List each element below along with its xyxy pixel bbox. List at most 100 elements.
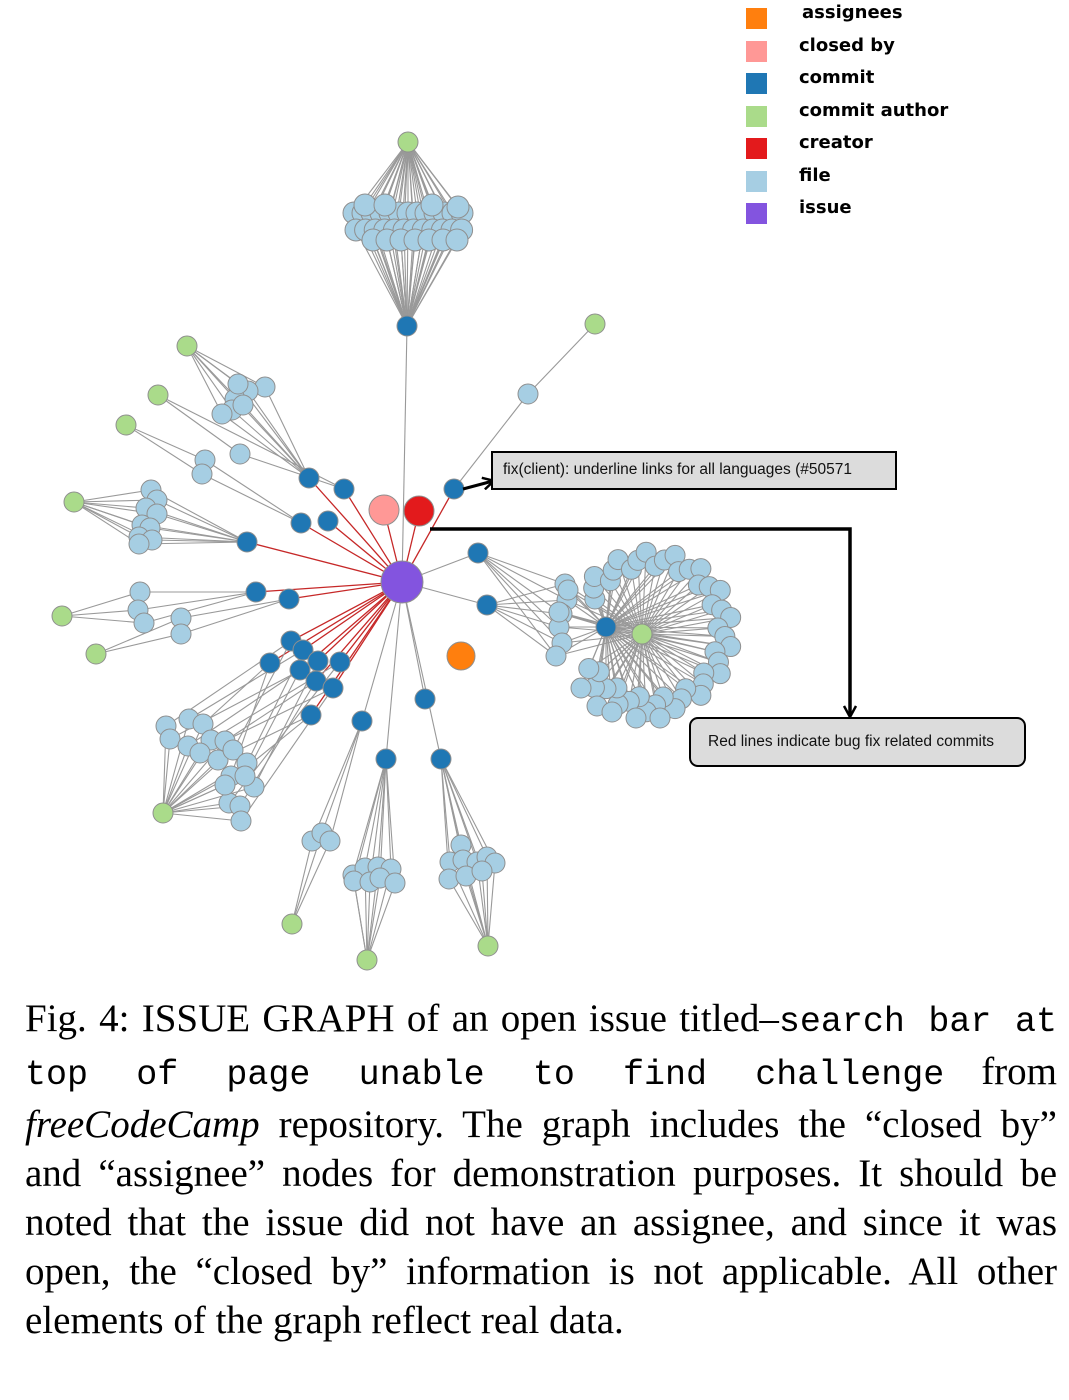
legend-swatch [746, 73, 767, 94]
graph-edge [641, 633, 719, 663]
commit-node [278, 588, 300, 610]
author-node [281, 913, 303, 935]
graph-edge [95, 633, 182, 655]
graph-edge [406, 239, 430, 327]
graph-edge [440, 758, 488, 858]
graph-edge [561, 633, 643, 644]
graph-edge [61, 615, 145, 624]
author-node [152, 802, 174, 824]
graph-edge [73, 501, 147, 509]
graph-edge [95, 617, 182, 655]
caption-sc-graph-rest: RAPH [290, 997, 395, 1040]
author-node [477, 935, 499, 957]
graph-edge [156, 513, 248, 543]
commit-node [245, 581, 267, 603]
graph-edge [204, 459, 302, 524]
file-node [545, 645, 567, 667]
commit-node [259, 652, 281, 674]
file-node [211, 403, 233, 425]
graph-edge [242, 404, 310, 479]
graph-edge [364, 758, 387, 869]
author-node [115, 414, 137, 436]
author-node [63, 491, 85, 513]
legend-label: assignees [802, 2, 903, 23]
bugfix-edge [255, 581, 403, 593]
graph-edge [186, 345, 266, 388]
graph-edge [224, 680, 317, 742]
legend-swatch [746, 105, 767, 127]
graph-edge [231, 409, 310, 479]
caption-prefix: Fig. 4: [25, 997, 142, 1040]
legend-swatch [746, 170, 767, 192]
graph-edge [291, 840, 331, 925]
author-node [51, 605, 73, 627]
commit-callout-arrow [462, 481, 493, 491]
graph-edge [401, 325, 408, 583]
graph-edge [162, 738, 171, 814]
legend-label: creator [799, 132, 873, 153]
graph-edge [641, 633, 664, 698]
graph-edge [385, 581, 403, 760]
commit-node [307, 650, 329, 672]
issue-graph [51, 131, 1069, 971]
commit-node [467, 542, 489, 564]
file-node [222, 739, 244, 761]
graph-edge [400, 239, 408, 327]
graph-edge [453, 393, 529, 490]
file-node [129, 581, 151, 603]
graph-edge [477, 552, 566, 585]
figure-caption: Fig. 4: ISSUE GRAPH of an open issue tit… [25, 994, 1057, 1345]
graph-edge [125, 424, 203, 475]
graph-edge [605, 626, 716, 653]
graph-edge [641, 633, 682, 700]
graph-edge [605, 626, 640, 697]
legend-swatch [746, 40, 767, 62]
graph-edge [486, 583, 566, 606]
graph-edge [201, 473, 302, 524]
caption-middle: of an open issue titled– [394, 997, 779, 1040]
graph-edge [61, 609, 139, 617]
graph-edge [329, 720, 363, 842]
graph-edge [440, 758, 496, 864]
graph-edge [73, 489, 152, 503]
graph-edge [486, 599, 568, 606]
graph-edge [366, 881, 371, 961]
file-node [420, 193, 444, 217]
graph-edge [641, 633, 704, 685]
file-node [353, 193, 377, 217]
file-node [189, 742, 211, 764]
file-node [517, 383, 539, 405]
file-node [229, 443, 251, 465]
graph-edge [202, 662, 271, 725]
graph-edge [162, 718, 190, 814]
caption-repo: freeCodeCamp [25, 1103, 260, 1146]
graph-edge [247, 390, 310, 479]
commit-message-callout: fix(client): underline links for all lan… [491, 451, 897, 490]
graph-edge [401, 581, 442, 760]
graph-edge [641, 633, 705, 674]
legend-label: issue [799, 197, 852, 218]
graph-edge [477, 552, 557, 657]
legend-swatch [746, 203, 767, 224]
graph-edge [641, 633, 687, 690]
commit-node [317, 510, 339, 532]
file-node [227, 373, 249, 395]
graph-edge [239, 453, 345, 490]
graph-edge [641, 604, 713, 635]
graph-edge [477, 552, 560, 628]
graph-edge [605, 571, 679, 628]
graph-edge [630, 569, 643, 635]
graph-edge [477, 552, 563, 644]
file-node [214, 774, 236, 796]
author-node [397, 131, 419, 153]
graph-edge [481, 870, 489, 947]
graph-edge [162, 745, 189, 814]
graph-edge [406, 239, 458, 327]
graph-edge [137, 591, 257, 611]
author-node [631, 623, 653, 645]
caption-sc-graph-first: G [262, 997, 291, 1040]
graph-edge [186, 345, 239, 385]
graph-edge [605, 589, 721, 628]
graph-edge [232, 640, 292, 751]
graph-nodes [51, 131, 742, 971]
